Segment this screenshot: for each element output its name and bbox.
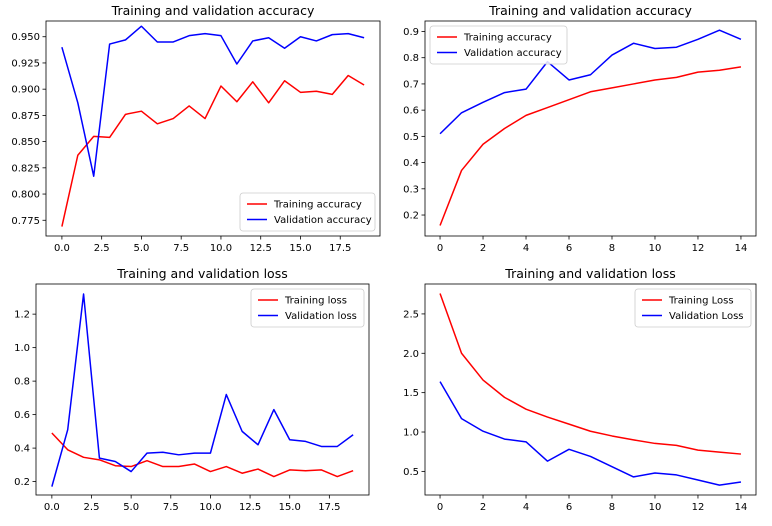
legend-label: Validation accuracy bbox=[274, 215, 372, 226]
chart-title: Training and validation accuracy bbox=[111, 3, 315, 18]
y-tick-label: 0.925 bbox=[11, 58, 40, 69]
legend: Training accuracy Validation accuracy bbox=[239, 192, 376, 232]
x-tick-label: 7.5 bbox=[173, 243, 189, 254]
y-tick-label: 0.9 bbox=[403, 27, 419, 38]
chart-title: Training and validation loss bbox=[116, 266, 287, 281]
y-tick-label: 1.0 bbox=[403, 428, 419, 439]
legend-label: Training loss bbox=[284, 296, 347, 307]
legend-label: Training accuracy bbox=[463, 33, 552, 44]
series-line bbox=[51, 293, 354, 487]
x-tick-label: 2 bbox=[480, 502, 486, 513]
chart-panel-4: Training and validation loss 0 2 4 6 8 10 12 14 0… bbox=[403, 266, 757, 513]
legend-box bbox=[634, 288, 752, 328]
y-tick-label: 0.2 bbox=[403, 211, 419, 222]
legend-label: Validation loss bbox=[285, 311, 357, 322]
y-tick-label: 0.875 bbox=[11, 111, 40, 122]
y-tick-label: 0.8 bbox=[14, 377, 30, 388]
chart-panel-1: Training and validation accuracy 0.0 2.5 5.… bbox=[11, 3, 381, 254]
x-tick-label: 17.5 bbox=[318, 502, 340, 513]
x-tick-label: 0 bbox=[437, 243, 443, 254]
legend: Training accuracy Validation accuracy bbox=[429, 25, 568, 65]
y-tick-label: 0.8 bbox=[403, 53, 419, 64]
y-tick-label: 0.950 bbox=[11, 32, 40, 43]
y-tick-label: 0.775 bbox=[11, 216, 40, 227]
legend-label: Validation Loss bbox=[669, 311, 744, 322]
y-tick-label: 0.900 bbox=[11, 85, 40, 96]
x-tick-label: 10.0 bbox=[199, 502, 221, 513]
y-tick-label: 0.800 bbox=[11, 190, 40, 201]
x-tick-label: 12 bbox=[692, 502, 705, 513]
plot-frame bbox=[424, 20, 757, 237]
plot-frame bbox=[424, 283, 757, 496]
y-tick-label: 0.4 bbox=[14, 444, 30, 455]
y-tick-label: 0.4 bbox=[403, 158, 419, 169]
x-tick-label: 10 bbox=[649, 502, 662, 513]
legend: Training loss Validation loss bbox=[250, 288, 365, 328]
x-tick-label: 6 bbox=[566, 243, 572, 254]
series-line bbox=[51, 432, 354, 478]
x-tick-label: 15.0 bbox=[279, 502, 301, 513]
x-tick-label: 4 bbox=[523, 243, 529, 254]
x-tick-label: 4 bbox=[523, 502, 529, 513]
x-tick-label: 12 bbox=[692, 243, 705, 254]
x-tick-label: 0 bbox=[437, 502, 443, 513]
legend-label: Validation accuracy bbox=[464, 48, 562, 59]
y-tick-label: 2.5 bbox=[403, 309, 419, 320]
x-tick-label: 5.0 bbox=[123, 502, 139, 513]
plot-frame bbox=[35, 283, 370, 496]
plot-frame bbox=[45, 20, 381, 237]
legend-box bbox=[429, 25, 568, 65]
x-tick-label: 14 bbox=[735, 243, 748, 254]
series-line bbox=[439, 381, 742, 486]
y-tick-label: 0.5 bbox=[403, 467, 419, 478]
x-tick-label: 0.0 bbox=[44, 502, 60, 513]
x-tick-label: 8 bbox=[609, 243, 615, 254]
x-tick-label: 14 bbox=[735, 502, 748, 513]
y-tick-label: 1.5 bbox=[403, 388, 419, 399]
series-line bbox=[61, 25, 365, 177]
legend-label: Training Loss bbox=[668, 296, 734, 307]
legend-label: Training accuracy bbox=[273, 200, 362, 211]
x-tick-label: 2 bbox=[480, 243, 486, 254]
x-tick-label: 8 bbox=[609, 502, 615, 513]
x-tick-label: 10 bbox=[649, 243, 662, 254]
x-tick-label: 0.0 bbox=[54, 243, 70, 254]
y-tick-label: 1.0 bbox=[14, 343, 30, 354]
x-tick-label: 5.0 bbox=[133, 243, 149, 254]
legend-box bbox=[250, 288, 365, 328]
chart-panel-3: Training and validation loss 0.0 2.5 5.0 7.5… bbox=[14, 266, 370, 513]
y-tick-label: 0.6 bbox=[14, 410, 30, 421]
series-line bbox=[439, 66, 742, 226]
series-line bbox=[439, 293, 742, 455]
y-tick-label: 2.0 bbox=[403, 349, 419, 360]
series-line bbox=[61, 74, 365, 227]
x-tick-label: 6 bbox=[566, 502, 572, 513]
y-tick-label: 0.2 bbox=[14, 477, 30, 488]
y-tick-label: 0.825 bbox=[11, 163, 40, 174]
y-tick-label: 0.7 bbox=[403, 79, 419, 90]
x-tick-label: 7.5 bbox=[163, 502, 179, 513]
x-tick-label: 17.5 bbox=[329, 243, 351, 254]
x-tick-label: 10.0 bbox=[210, 243, 232, 254]
y-tick-label: 0.3 bbox=[403, 184, 419, 195]
legend-box bbox=[239, 192, 376, 232]
x-tick-label: 15.0 bbox=[289, 243, 311, 254]
x-tick-label: 12.5 bbox=[239, 502, 261, 513]
chart-panel-2: Training and validation accuracy 0 2 4 6 8 10 1… bbox=[403, 3, 757, 254]
chart-title: Training and validation accuracy bbox=[488, 3, 692, 18]
x-tick-label: 12.5 bbox=[250, 243, 272, 254]
y-tick-label: 0.6 bbox=[403, 106, 419, 117]
legend: Training Loss Validation Loss bbox=[634, 288, 752, 328]
y-tick-label: 0.5 bbox=[403, 132, 419, 143]
series-line bbox=[439, 29, 742, 135]
x-tick-label: 2.5 bbox=[94, 243, 110, 254]
y-tick-label: 0.850 bbox=[11, 137, 40, 148]
y-tick-label: 1.2 bbox=[14, 310, 30, 321]
chart-title: Training and validation loss bbox=[504, 266, 675, 281]
x-tick-label: 2.5 bbox=[84, 502, 100, 513]
